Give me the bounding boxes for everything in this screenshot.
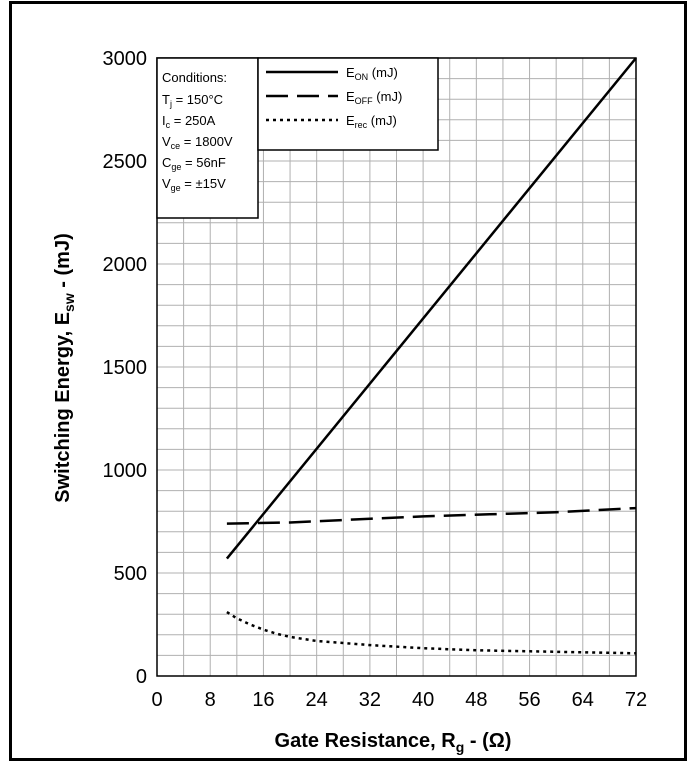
tick-labels: 0 8 16 24 32 40 48 56 64 72 0 500 1000 1500 2000 2500 30…	[103, 48, 648, 711]
legend-label: Erec (mJ)	[346, 113, 397, 130]
x-tick-label: 40	[412, 689, 434, 711]
legend-label: EON (mJ)	[346, 65, 398, 82]
x-tick-label: 72	[625, 689, 647, 711]
condition-line: Tj = 150°C	[162, 92, 223, 109]
condition-line: Vge = ±15V	[162, 176, 226, 193]
conditions-lines: Tj = 150°C Ic = 250A Vce = 1800V Cge = 56nF…	[162, 92, 233, 193]
x-axis-label: Gate Resistance, Rg - (Ω)	[275, 730, 512, 755]
y-tick-label: 500	[114, 563, 147, 585]
x-tick-label: 32	[359, 689, 381, 711]
conditions-box: Conditions: Tj = 150°C Ic = 250A Vce = 180…	[156, 57, 259, 219]
x-tick-label: 56	[518, 689, 540, 711]
y-tick-label: 0	[136, 666, 147, 688]
x-tick-label: 64	[572, 689, 594, 711]
y-tick-label: 1500	[103, 357, 148, 379]
conditions-box-border	[156, 57, 259, 219]
series-line	[225, 57, 637, 560]
y-tick-label: 1000	[103, 460, 148, 482]
y-tick-label: 2500	[103, 151, 148, 173]
y-tick-label: 3000	[103, 48, 148, 70]
x-tick-label: 16	[252, 689, 274, 711]
condition-line: Vce = 1800V	[162, 134, 233, 151]
legend: EON (mJ) EOFF (mJ) Erec (mJ)	[257, 57, 439, 151]
y-axis-label: Switching Energy, Esw - (mJ)	[52, 233, 77, 502]
x-tick-label: 24	[306, 689, 328, 711]
y-tick-label: 2000	[103, 254, 148, 276]
x-tick-label: 8	[205, 689, 216, 711]
series-line	[226, 506, 637, 525]
x-tick-label: 0	[151, 689, 162, 711]
condition-line: Ic = 250A	[162, 113, 216, 130]
conditions-title: Conditions:	[162, 70, 227, 85]
series-group	[225, 57, 637, 655]
condition-line: Cge = 56nF	[162, 155, 226, 172]
legend-box	[257, 57, 439, 151]
legend-label: EOFF (mJ)	[346, 89, 402, 106]
x-tick-label: 48	[465, 689, 487, 711]
series-line	[226, 611, 637, 655]
